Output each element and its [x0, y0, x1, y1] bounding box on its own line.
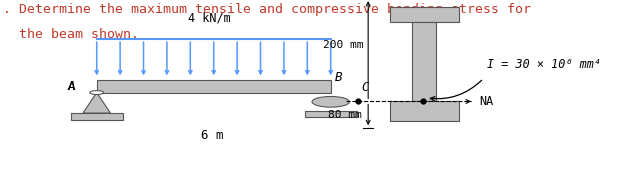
Text: . Determine the maximum tensile and compressive bending stress for: . Determine the maximum tensile and comp…	[3, 3, 531, 16]
Bar	[412, 22, 436, 101]
Polygon shape	[83, 93, 110, 113]
Text: C: C	[361, 81, 369, 94]
Circle shape	[90, 91, 104, 95]
Bar	[97, 80, 331, 93]
Text: the beam shown.: the beam shown.	[3, 28, 139, 41]
Text: I = 30 × 10⁶ mm⁴: I = 30 × 10⁶ mm⁴	[487, 57, 601, 71]
Text: A: A	[67, 80, 75, 93]
Bar	[71, 113, 123, 120]
Bar	[390, 101, 459, 121]
Text: 80 mm: 80 mm	[328, 110, 362, 120]
Circle shape	[312, 96, 349, 107]
Text: A: A	[67, 80, 75, 93]
FancyArrowPatch shape	[431, 80, 482, 101]
Text: B: B	[335, 71, 343, 84]
Bar	[390, 7, 459, 22]
Text: 4 kN/m: 4 kN/m	[188, 12, 230, 25]
Bar	[305, 111, 357, 117]
Text: 200 mm: 200 mm	[323, 40, 363, 50]
Text: NA: NA	[479, 95, 494, 108]
Text: 6 m: 6 m	[201, 129, 223, 142]
